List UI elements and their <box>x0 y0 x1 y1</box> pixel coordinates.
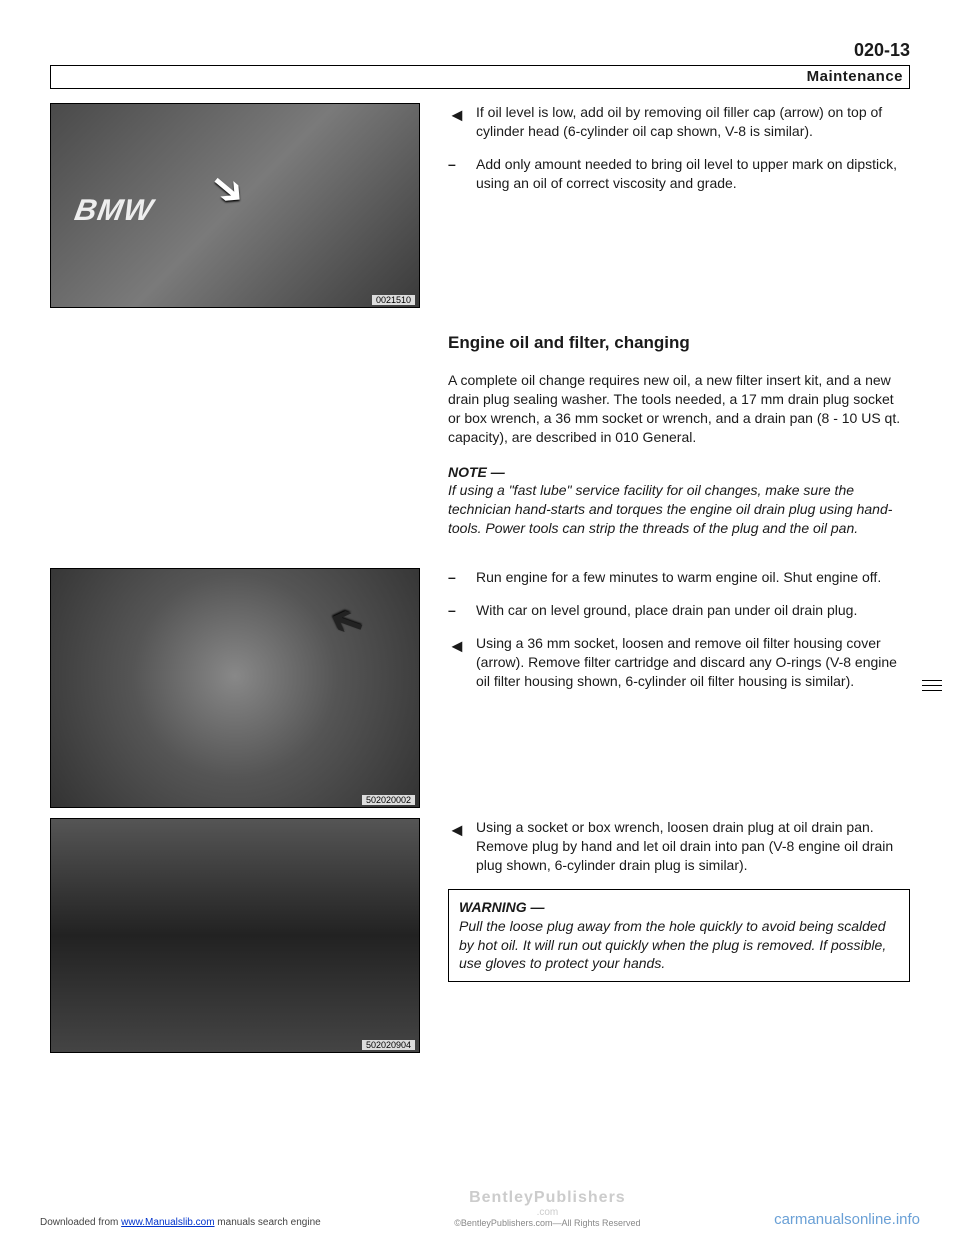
page-number-wrap: 020-13 <box>50 40 910 61</box>
engine-cover-photo: ➔ BMW 0021510 <box>50 103 420 308</box>
paragraph-1: A complete oil change requires new oil, … <box>448 371 910 447</box>
row-2: Engine oil and filter, changing A comple… <box>50 322 910 554</box>
tri-bullet-1: ◄ If oil level is low, add oil by removi… <box>448 103 910 141</box>
arrow-icon: ➔ <box>199 158 257 218</box>
tri-bullet-3: ◄ Using a socket or box wrench, loosen d… <box>448 818 910 875</box>
note-block: NOTE — If using a "fast lube" service fa… <box>448 463 910 539</box>
footer-right[interactable]: carmanualsonline.info <box>774 1211 920 1228</box>
dash-text-1: Add only amount needed to bring oil leve… <box>476 155 910 193</box>
note-body: If using a "fast lube" service facility … <box>448 481 910 538</box>
note-label: NOTE — <box>448 463 910 482</box>
copyright-text: ©BentleyPublishers.com—All Rights Reserv… <box>321 1218 774 1228</box>
tri-text-2: Using a 36 mm socket, loosen and remove … <box>476 634 910 691</box>
dash-text-2: Run engine for a few minutes to warm eng… <box>476 568 881 587</box>
image-id-1: 0021510 <box>372 295 415 305</box>
row-3: ➔ 502020002 – Run engine for a few minut… <box>50 568 910 808</box>
tri-text-1: If oil level is low, add oil by removing… <box>476 103 910 141</box>
arrow-icon: ➔ <box>321 595 371 653</box>
page-number: 020-13 <box>854 40 910 60</box>
text-col-3: – Run engine for a few minutes to warm e… <box>448 568 910 808</box>
text-col-1: ◄ If oil level is low, add oil by removi… <box>448 103 910 308</box>
bmw-logo-text: BMW <box>72 194 156 228</box>
text-col-2: Engine oil and filter, changing A comple… <box>448 322 910 554</box>
triangle-icon: ◄ <box>448 818 466 875</box>
warning-label: WARNING — <box>459 898 899 917</box>
image-col-2: ➔ 502020002 <box>50 568 420 808</box>
image-col-1: ➔ BMW 0021510 <box>50 103 420 308</box>
dash-icon: – <box>448 568 466 587</box>
image-col-3: 502020904 <box>50 818 420 1053</box>
tri-text-3: Using a socket or box wrench, loosen dra… <box>476 818 910 875</box>
dash-icon: – <box>448 601 466 620</box>
publisher-domain: .com <box>321 1207 774 1218</box>
section-title: Maintenance <box>807 68 903 85</box>
dash-icon: – <box>448 155 466 193</box>
tri-bullet-2: ◄ Using a 36 mm socket, loosen and remov… <box>448 634 910 691</box>
dash-bullet-1: – Add only amount needed to bring oil le… <box>448 155 910 193</box>
row-4: 502020904 ◄ Using a socket or box wrench… <box>50 818 910 1053</box>
warning-body: Pull the loose plug away from the hole q… <box>459 917 899 974</box>
dash-text-3: With car on level ground, place drain pa… <box>476 601 857 620</box>
spacer-col <box>50 322 420 554</box>
heading-oil-filter: Engine oil and filter, changing <box>448 332 910 355</box>
footer-center: BentleyPublishers .com ©BentleyPublisher… <box>321 1189 774 1228</box>
image-id-3: 502020904 <box>362 1040 415 1050</box>
row-1: ➔ BMW 0021510 ◄ If oil level is low, add… <box>50 103 910 308</box>
triangle-icon: ◄ <box>448 103 466 141</box>
footer-left-post: manuals search engine <box>215 1217 321 1228</box>
oil-filter-housing-photo: ➔ 502020002 <box>50 568 420 808</box>
dash-bullet-2: – Run engine for a few minutes to warm e… <box>448 568 910 587</box>
dash-bullet-3: – With car on level ground, place drain … <box>448 601 910 620</box>
text-col-4: ◄ Using a socket or box wrench, loosen d… <box>448 818 910 1053</box>
image-id-2: 502020002 <box>362 795 415 805</box>
warning-box: WARNING — Pull the loose plug away from … <box>448 889 910 983</box>
footer-left: Downloaded from www.Manualslib.com manua… <box>40 1217 321 1228</box>
header-rule-box: Maintenance <box>50 65 910 89</box>
footer-left-pre: Downloaded from <box>40 1217 121 1228</box>
side-ruler-marks <box>922 680 942 695</box>
page-container: 020-13 Maintenance ➔ BMW 0021510 ◄ If oi… <box>0 0 960 1242</box>
publisher-name: BentleyPublishers <box>321 1189 774 1207</box>
triangle-icon: ◄ <box>448 634 466 691</box>
manualslib-link[interactable]: www.Manualslib.com <box>121 1217 214 1228</box>
footer: Downloaded from www.Manualslib.com manua… <box>0 1189 960 1228</box>
oil-drain-pan-photo: 502020904 <box>50 818 420 1053</box>
